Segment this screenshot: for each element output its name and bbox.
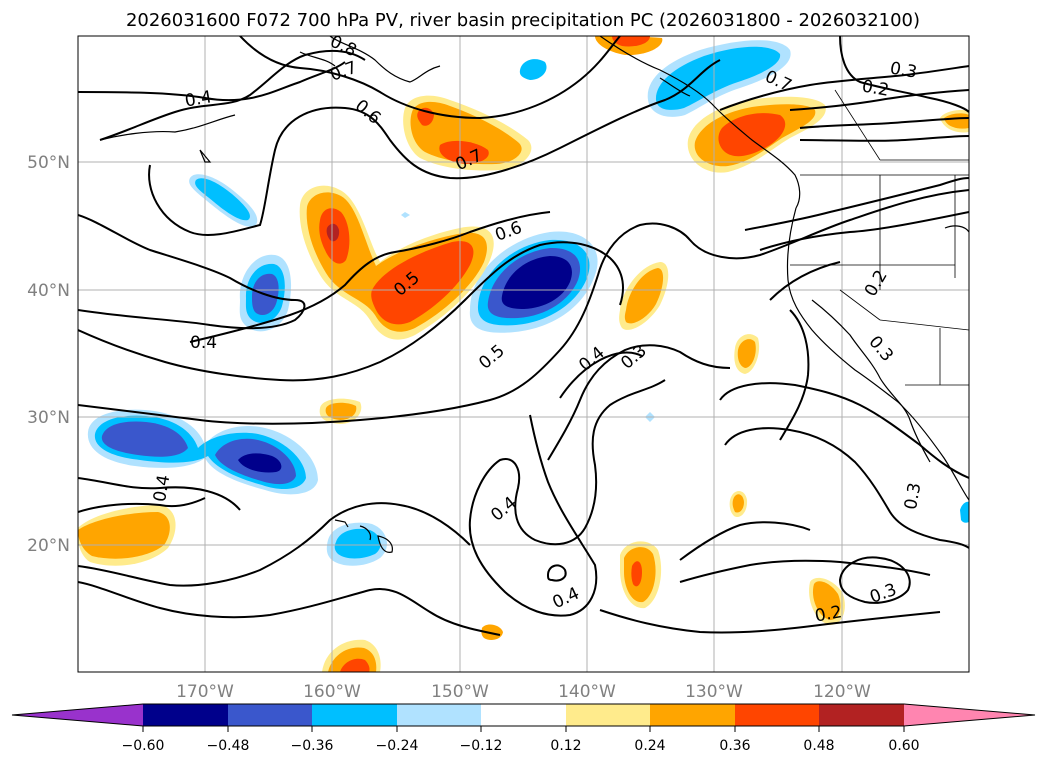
colorbar-extend-high [904,704,1035,726]
figure-title: 2026031600 F072 700 hPa PV, river basin … [126,10,920,31]
colorbar-tick-label: 0.48 [803,738,834,754]
coastlines [99,36,969,553]
lon-label: 140°W [558,682,616,702]
contour-label: 0.3 [888,58,918,82]
graticule [78,36,969,672]
contour-label: 0.4 [183,87,213,111]
colorbar-tick-label: −0.60 [122,738,165,754]
colorbar-segment [228,704,312,726]
colorbar-segment [481,704,566,726]
lat-label: 30°N [27,408,70,428]
colorbar-tick-label: −0.24 [376,738,419,754]
colorbar-tick-labels: −0.60 −0.48 −0.36 −0.24 −0.12 0.12 0.24 … [122,738,920,754]
lat-label: 40°N [27,281,70,301]
contour-label: 0.3 [901,481,925,511]
latitude-labels: 50°N 40°N 30°N 20°N [27,153,70,556]
lat-label: 50°N [27,153,70,173]
colorbar-segment [566,704,650,726]
negative-anomaly-shading [87,40,969,566]
lon-label: 170°W [176,682,234,702]
colorbar-tick-label: 0.12 [550,738,581,754]
colorbar-segment [819,704,904,726]
pv-contours [78,36,969,636]
colorbar-segment [735,704,819,726]
positive-anomaly-shading [78,36,969,672]
colorbar-tick-label: 0.36 [719,738,750,754]
lon-label: 130°W [685,682,743,702]
colorbar-tick-label: 0.24 [634,738,665,754]
colorbar-segment [397,704,481,726]
lat-label: 20°N [27,536,70,556]
longitude-labels: 170°W 160°W 150°W 140°W 130°W 120°W [176,682,871,702]
contour-label: 0.2 [860,76,890,100]
colorbar-tick-label: −0.12 [460,738,503,754]
lon-label: 160°W [303,682,361,702]
colorbar-segment [312,704,397,726]
colorbar-ticks [142,726,905,732]
colorbar-segment [143,704,228,726]
contour-label: 0.4 [190,333,217,353]
political-borders [790,89,969,386]
contour-label: 0.4 [150,473,174,503]
colorbar-tick-label: −0.48 [207,738,250,754]
colorbar-tick-label: 0.60 [888,738,919,754]
contour-label: 0.2 [813,602,843,626]
colorbar-extend-low [12,704,143,726]
lon-label: 120°W [813,682,871,702]
lon-label: 150°W [431,682,489,702]
colorbar-tick-label: −0.36 [291,738,334,754]
colorbar-segment [650,704,735,726]
map-panel: 0.8 0.7 0.4 0.6 0.7 0.6 0.5 0.4 0.5 0.4 … [77,35,970,673]
colorbar: −0.60 −0.48 −0.36 −0.24 −0.12 0.12 0.24 … [11,703,1036,754]
